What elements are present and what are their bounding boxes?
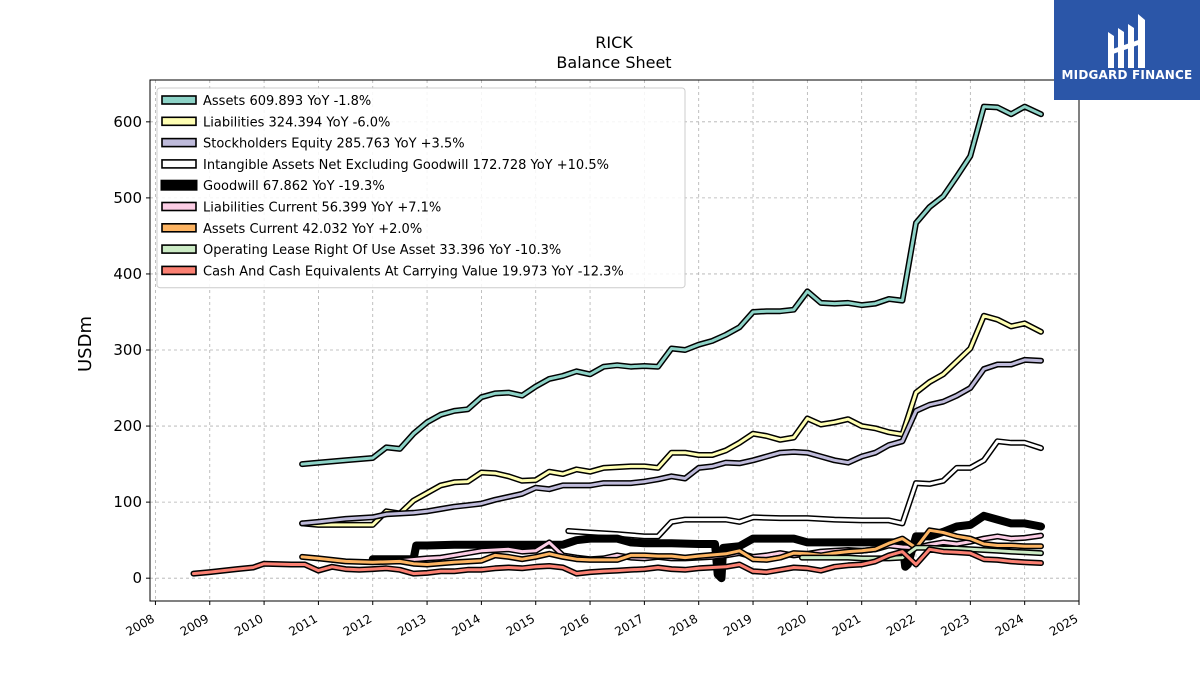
legend-label: Operating Lease Right Of Use Asset 33.39… [203, 243, 561, 258]
x-tick-label: 2023 [938, 611, 971, 638]
series-0 [299, 103, 1044, 468]
x-tick-label: 2011 [286, 611, 319, 638]
x-tick-label: 2010 [232, 611, 265, 638]
legend-label: Liabilities 324.394 YoY -6.0% [203, 115, 390, 130]
legend-swatch [160, 179, 198, 191]
legend-swatch [161, 95, 197, 105]
x-tick-label: 2015 [504, 611, 537, 638]
plot-frame [149, 79, 1080, 602]
series-line [192, 547, 1043, 576]
series-lines [190, 103, 1045, 583]
legend-swatch [161, 223, 197, 233]
series-line [300, 358, 1043, 525]
x-tick-label: 2020 [775, 611, 808, 638]
x-tick-label: 2024 [993, 611, 1026, 638]
midgard-logo-icon [1108, 14, 1145, 68]
x-tick-label: 2019 [721, 611, 754, 638]
y-tick-label: 200 [113, 417, 142, 435]
legend-label: Cash And Cash Equivalents At Carrying Va… [203, 264, 624, 279]
y-tick-label: 600 [113, 113, 142, 131]
series-line [300, 105, 1043, 466]
series-line [800, 546, 1043, 560]
y-tick-label: 500 [113, 189, 142, 207]
series-7 [798, 544, 1044, 562]
brand-badge: MIDGARD FINANCE [1054, 0, 1200, 100]
legend-swatch [161, 137, 197, 148]
x-tick-label: 2012 [341, 611, 374, 638]
chart-subtitle: Balance Sheet [556, 53, 671, 72]
series-line [566, 439, 1043, 538]
legend: Assets 609.893 YoY -1.8% Liabilities 324.… [156, 87, 686, 289]
legend-label: Stockholders Equity 285.763 YoY +3.5% [203, 137, 465, 152]
series-3 [565, 438, 1044, 540]
series-8 [190, 546, 1044, 577]
legend-label: Liabilities Current 56.399 YoY +7.1% [203, 201, 441, 216]
x-tick-label: 2008 [123, 611, 156, 638]
x-tick-label: 2009 [178, 611, 211, 638]
x-tick-label: 2022 [884, 611, 917, 638]
chart-title: RICK [595, 33, 633, 52]
legend-label: Assets 609.893 YoY -1.8% [203, 94, 371, 109]
y-tick-label: 400 [113, 265, 142, 283]
y-tick-label: 0 [132, 569, 142, 587]
x-tick-label: 2013 [395, 611, 428, 638]
y-axis-label: USDm [75, 316, 96, 372]
x-tick-label: 2025 [1047, 611, 1080, 638]
x-tick-label: 2014 [449, 611, 482, 638]
series-line [300, 314, 1043, 527]
series-6 [299, 527, 1044, 568]
y-tick-label: 100 [113, 493, 142, 511]
legend-swatch [161, 201, 197, 212]
legend-box [156, 87, 686, 289]
x-tick-label: 2017 [612, 611, 645, 638]
legend-swatch [161, 159, 197, 169]
legend-swatch [161, 265, 197, 276]
series-line [300, 528, 1043, 566]
y-tick-label: 300 [113, 341, 142, 359]
brand-name: MIDGARD FINANCE [1061, 68, 1193, 82]
legend-label: Goodwill 67.862 YoY -19.3% [203, 179, 385, 194]
legend-swatch [161, 116, 197, 127]
x-tick-label: 2018 [667, 611, 700, 638]
x-tick-label: 2021 [830, 611, 863, 638]
legend-label: Assets Current 42.032 YoY +2.0% [203, 222, 422, 237]
series-2 [299, 356, 1044, 527]
series-1 [299, 312, 1044, 528]
legend-swatch [161, 244, 197, 254]
legend-label: Intangible Assets Net Excluding Goodwill… [203, 158, 609, 173]
x-tick-label: 2016 [558, 611, 591, 638]
